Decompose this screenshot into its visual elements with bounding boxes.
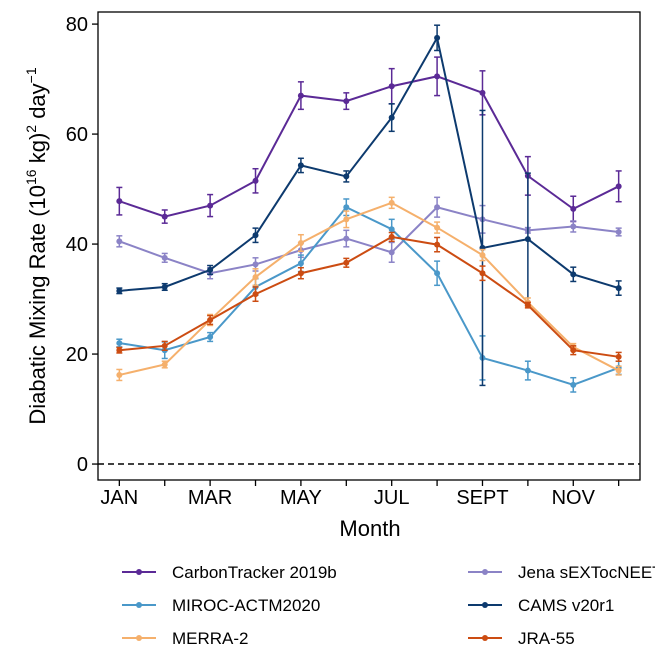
point xyxy=(297,260,304,267)
point xyxy=(524,302,531,309)
point xyxy=(615,228,622,235)
point xyxy=(388,233,395,240)
legend-label: Jena sEXTocNEET_v2020 xyxy=(518,563,655,582)
point xyxy=(434,224,441,231)
point xyxy=(479,252,486,259)
legend-label: MERRA-2 xyxy=(172,629,249,646)
point xyxy=(252,274,259,281)
x-tick-label: JUL xyxy=(374,487,410,509)
point xyxy=(388,83,395,90)
point xyxy=(570,205,577,212)
legend-marker xyxy=(482,635,488,641)
point xyxy=(434,204,441,211)
x-axis-label: Month xyxy=(339,516,400,541)
point xyxy=(161,213,168,220)
point xyxy=(116,347,123,354)
point xyxy=(570,381,577,388)
y-tick-label: 60 xyxy=(66,124,88,146)
point xyxy=(116,287,123,294)
series-line xyxy=(118,206,619,275)
point xyxy=(615,367,622,374)
point xyxy=(252,261,259,268)
point xyxy=(570,347,577,354)
point xyxy=(343,216,350,223)
y-tick-label: 40 xyxy=(66,234,88,256)
point xyxy=(388,226,395,233)
series-line xyxy=(119,205,620,386)
point xyxy=(524,236,531,243)
series-line xyxy=(119,201,620,376)
point xyxy=(434,241,441,248)
point xyxy=(161,283,168,290)
y-label-part: Diabatic Mixing Rate (10 xyxy=(25,185,50,425)
point xyxy=(615,353,622,360)
x-tick-label: SEPT xyxy=(456,487,508,509)
y-label-part: kg) xyxy=(25,133,50,170)
y-label-part: day xyxy=(25,83,50,125)
legend-label: CAMS v20r1 xyxy=(518,596,614,615)
y-tick-label: 20 xyxy=(66,344,88,366)
x-tick-label: MAY xyxy=(280,487,322,509)
point xyxy=(388,199,395,206)
x-tick-label: MAR xyxy=(188,487,232,509)
x-tick-label: JAN xyxy=(100,487,138,509)
point xyxy=(615,285,622,292)
legend-marker xyxy=(482,602,488,608)
legend-marker xyxy=(482,569,488,575)
point xyxy=(207,202,214,209)
point xyxy=(161,254,168,261)
point xyxy=(434,270,441,277)
point xyxy=(297,270,304,277)
y-label-part: 16 xyxy=(23,169,39,185)
point xyxy=(207,316,214,323)
point xyxy=(207,334,214,341)
legend-label: MIROC-ACTM2020 xyxy=(172,596,320,615)
point xyxy=(388,249,395,256)
point xyxy=(207,266,214,273)
series-line xyxy=(119,35,619,292)
legend-label: JRA-55 xyxy=(518,629,575,646)
point xyxy=(116,198,123,205)
point xyxy=(252,232,259,239)
legend-marker xyxy=(136,602,142,608)
legend-marker xyxy=(136,635,142,641)
legend-marker xyxy=(136,569,142,575)
point xyxy=(479,270,486,277)
point xyxy=(343,98,350,105)
point xyxy=(252,177,259,184)
point xyxy=(297,239,304,246)
point xyxy=(570,223,577,230)
point xyxy=(343,235,350,242)
point xyxy=(116,340,123,347)
point xyxy=(297,92,304,99)
series-line xyxy=(119,75,620,218)
point xyxy=(161,361,168,368)
point xyxy=(434,34,441,41)
point xyxy=(297,162,304,169)
y-label-part: 2 xyxy=(23,125,39,133)
y-tick-label: 80 xyxy=(66,14,88,36)
y-axis-label: Diabatic Mixing Rate (1016 kg)2 day−1 xyxy=(23,67,50,425)
point xyxy=(252,291,259,298)
plot-frame xyxy=(97,11,641,481)
point xyxy=(161,342,168,349)
point xyxy=(116,238,123,245)
point xyxy=(343,204,350,211)
x-tick-label: NOV xyxy=(552,487,596,509)
point xyxy=(479,89,486,96)
y-label-part: −1 xyxy=(23,67,39,83)
y-tick-label: 0 xyxy=(77,454,88,476)
point xyxy=(570,271,577,278)
point xyxy=(388,114,395,121)
series-line xyxy=(119,235,619,358)
point xyxy=(615,183,622,190)
point xyxy=(343,173,350,180)
point xyxy=(524,367,531,374)
point xyxy=(116,371,123,378)
point xyxy=(343,259,350,266)
point xyxy=(434,73,441,80)
legend-label: CarbonTracker 2019b xyxy=(172,563,337,582)
